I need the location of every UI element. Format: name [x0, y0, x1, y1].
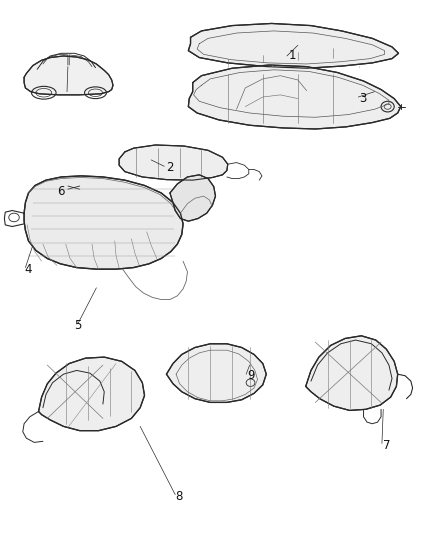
- Text: 3: 3: [359, 92, 367, 105]
- Polygon shape: [166, 344, 266, 402]
- Text: 6: 6: [57, 185, 64, 198]
- Text: 2: 2: [166, 161, 174, 174]
- Text: 8: 8: [175, 490, 183, 503]
- Polygon shape: [188, 65, 401, 129]
- Text: 1: 1: [289, 50, 297, 62]
- Polygon shape: [39, 357, 145, 431]
- Text: 4: 4: [24, 263, 32, 276]
- Polygon shape: [306, 336, 398, 410]
- Text: 9: 9: [247, 369, 255, 382]
- Polygon shape: [170, 175, 215, 221]
- Text: 5: 5: [74, 319, 82, 332]
- Polygon shape: [188, 23, 399, 68]
- Polygon shape: [24, 176, 183, 269]
- Polygon shape: [119, 145, 228, 180]
- Text: 7: 7: [383, 439, 391, 451]
- Polygon shape: [24, 56, 113, 95]
